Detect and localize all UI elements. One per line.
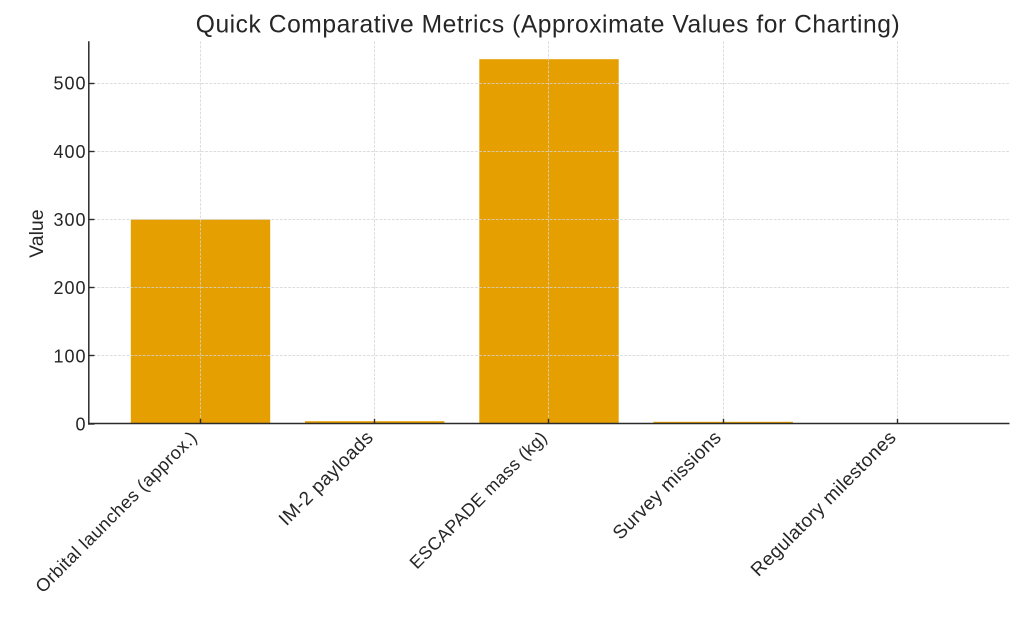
svg-text:Value: Value (26, 209, 48, 257)
svg-text:500: 500 (53, 74, 86, 94)
svg-text:300: 300 (53, 210, 86, 230)
svg-text:100: 100 (53, 346, 86, 366)
svg-text:0: 0 (75, 415, 86, 435)
svg-text:200: 200 (53, 278, 86, 298)
svg-text:400: 400 (53, 142, 86, 162)
svg-text:Quick Comparative Metrics (App: Quick Comparative Metrics (Approximate V… (196, 12, 900, 39)
